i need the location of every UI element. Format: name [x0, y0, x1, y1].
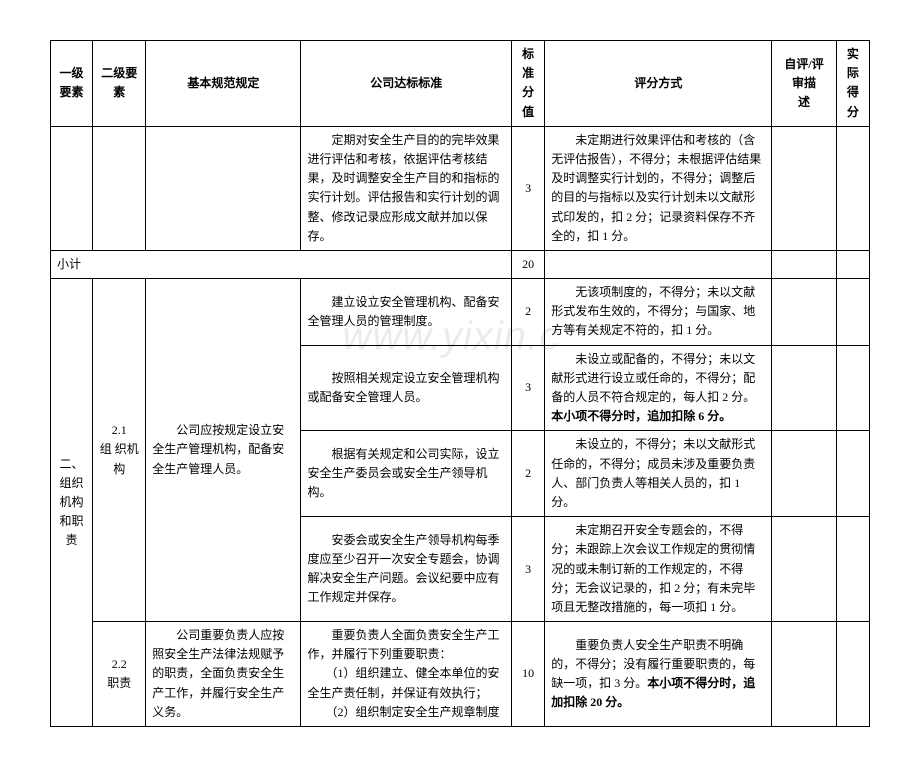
cell-score: 3 [512, 126, 545, 250]
cell-standard: 根据有关规定和公司实际，设立安全生产委员会或安全生产领导机构。 [301, 431, 512, 517]
cell-standard: 定期对安全生产目的的完毕效果进行评估和考核，依据评估考核结果，及时调整安全生产目… [301, 126, 512, 250]
subtotal-row: 小计 20 [51, 250, 870, 278]
cell-standard: 建立设立安全管理机构、配备安全管理人员的管理制度。 [301, 279, 512, 346]
header-self: 自评/评审描 述 [772, 41, 836, 127]
table-header-row: 一级要素 二级要素 基本规范规定 公司达标标准 标准分值 评分方式 自评/评审描… [51, 41, 870, 127]
cell-level2-22: 2.2 职责 [93, 622, 146, 727]
cell-method: 未定期召开安全专题会的，不得分；未跟踪上次会议工作规定的贯彻情况的或未制订新的工… [545, 517, 772, 622]
cell-actual [836, 517, 869, 622]
cell-score: 2 [512, 279, 545, 346]
cell-score: 2 [512, 431, 545, 517]
cell-spec-empty [146, 126, 301, 250]
cell-method: 未定期进行效果评估和考核的（含无评估报告），不得分；未根据评估结果及时调整实行计… [545, 126, 772, 250]
cell-level1-empty [51, 126, 93, 250]
cell-spec-21: 公司应按规定设立安全生产管理机构，配备安全生产管理人员。 [146, 279, 301, 622]
cell-method: 未设立的，不得分；未以文献形式任命的，不得分；成员未涉及重要负责人、部门负责人等… [545, 431, 772, 517]
cell-self [772, 279, 836, 346]
header-level2: 二级要素 [93, 41, 146, 127]
method-text: 重要负责人安全生产职责不明确的，不得分；没有履行重要职责的，每缺一项，扣 3 分… [551, 638, 755, 710]
cell-self [772, 126, 836, 250]
cell-standard: 重要负责人全面负责安全生产工作，并履行下列重要职责： （1）组织建立、健全本单位… [301, 622, 512, 727]
subtotal-score: 20 [512, 250, 545, 278]
cell-level2-21: 2.1 组 织机构 [93, 279, 146, 622]
evaluation-table: 一级要素 二级要素 基本规范规定 公司达标标准 标准分值 评分方式 自评/评审描… [50, 40, 870, 727]
table-row: 定期对安全生产目的的完毕效果进行评估和考核，依据评估考核结果，及时调整安全生产目… [51, 126, 870, 250]
cell-spec-22: 公司重要负责人应按照安全生产法律法规赋予的职责，全面负责安全生产工作，并履行安全… [146, 622, 301, 727]
header-level1: 一级要素 [51, 41, 93, 127]
header-score: 标准分值 [512, 41, 545, 127]
cell-self [772, 517, 836, 622]
subtotal-method [545, 250, 772, 278]
cell-self [772, 431, 836, 517]
cell-level1: 二、组织机构和职责 [51, 279, 93, 727]
header-standard: 公司达标标准 [301, 41, 512, 127]
cell-score: 3 [512, 517, 545, 622]
cell-self [772, 622, 836, 727]
cell-level2-empty [93, 126, 146, 250]
cell-actual [836, 126, 869, 250]
cell-method: 无该项制度的，不得分；未以文献形式发布生效的，不得分；与国家、地方等有关规定不符… [545, 279, 772, 346]
cell-actual [836, 345, 869, 431]
method-text: 未设立或配备的，不得分；未以文献形式进行设立或任命的，不得分；配备的人员不符合规… [551, 352, 755, 424]
header-actual: 实际得分 [836, 41, 869, 127]
header-spec: 基本规范规定 [146, 41, 301, 127]
subtotal-label: 小计 [51, 250, 512, 278]
cell-score: 3 [512, 345, 545, 431]
subtotal-actual [836, 250, 869, 278]
cell-self [772, 345, 836, 431]
header-method: 评分方式 [545, 41, 772, 127]
cell-method: 重要负责人安全生产职责不明确的，不得分；没有履行重要职责的，每缺一项，扣 3 分… [545, 622, 772, 727]
cell-method: 未设立或配备的，不得分；未以文献形式进行设立或任命的，不得分；配备的人员不符合规… [545, 345, 772, 431]
table-row: 二、组织机构和职责 2.1 组 织机构 公司应按规定设立安全生产管理机构，配备安… [51, 279, 870, 346]
table-row: 2.2 职责 公司重要负责人应按照安全生产法律法规赋予的职责，全面负责安全生产工… [51, 622, 870, 727]
cell-actual [836, 431, 869, 517]
cell-standard: 按照相关规定设立安全管理机构或配备安全管理人员。 [301, 345, 512, 431]
cell-actual [836, 622, 869, 727]
cell-standard: 安委会或安全生产领导机构每季度应至少召开一次安全专题会，协调解决安全生产问题。会… [301, 517, 512, 622]
cell-score: 10 [512, 622, 545, 727]
cell-actual [836, 279, 869, 346]
subtotal-self [772, 250, 836, 278]
